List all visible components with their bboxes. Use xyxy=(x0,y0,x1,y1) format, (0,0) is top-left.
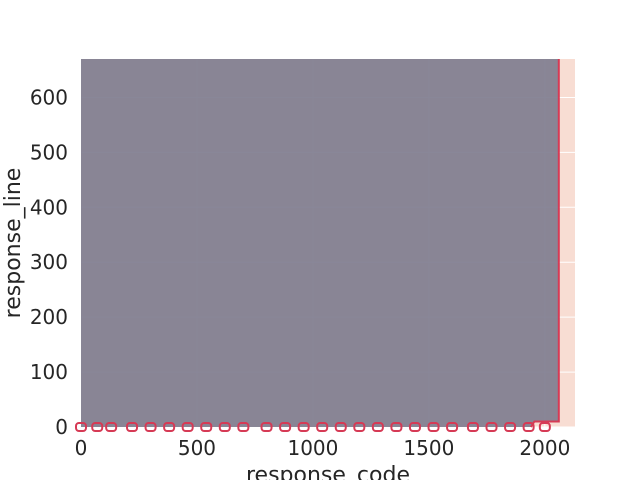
y-tick-label: 500 xyxy=(30,140,68,164)
y-tick-label: 600 xyxy=(30,85,68,109)
x-tick-label: 500 xyxy=(178,436,216,460)
data-point xyxy=(237,422,250,432)
data-point xyxy=(144,422,157,432)
y-tick-label: 100 xyxy=(30,360,68,384)
data-point xyxy=(504,422,517,432)
data-point xyxy=(200,422,213,432)
data-point xyxy=(371,422,384,432)
data-point xyxy=(105,422,118,432)
y-axis-label: response_line xyxy=(1,168,26,319)
y-tick-labels: 0 100 200 300 400 500 600 xyxy=(30,85,68,439)
data-point xyxy=(466,422,479,432)
marker-series xyxy=(75,422,551,432)
y-tick-label: 200 xyxy=(30,305,68,329)
data-point xyxy=(75,422,87,432)
data-point xyxy=(538,422,551,432)
data-point xyxy=(485,422,498,432)
data-point xyxy=(279,422,292,432)
data-point xyxy=(522,422,535,432)
data-point xyxy=(91,422,104,432)
x-tick-label: 1500 xyxy=(403,436,454,460)
data-point xyxy=(260,422,273,432)
data-point xyxy=(427,422,440,432)
data-point xyxy=(408,422,421,432)
y-tick-label: 400 xyxy=(30,195,68,219)
region-fill xyxy=(81,59,559,427)
x-tick-label: 0 xyxy=(75,436,88,460)
data-point xyxy=(390,422,403,432)
data-point xyxy=(316,422,329,432)
data-point xyxy=(181,422,194,432)
y-tick-label: 0 xyxy=(55,415,68,439)
data-point xyxy=(297,422,310,432)
data-point xyxy=(163,422,176,432)
data-point xyxy=(218,422,231,432)
data-point xyxy=(126,422,139,432)
x-axis-label: response_code xyxy=(246,463,410,480)
y-tick-label: 300 xyxy=(30,250,68,274)
data-point xyxy=(334,422,347,432)
data-point xyxy=(446,422,459,432)
x-tick-labels: 0 500 1000 1500 2000 xyxy=(75,436,571,460)
x-tick-label: 2000 xyxy=(519,436,570,460)
data-point xyxy=(353,422,366,432)
x-tick-label: 1000 xyxy=(287,436,338,460)
